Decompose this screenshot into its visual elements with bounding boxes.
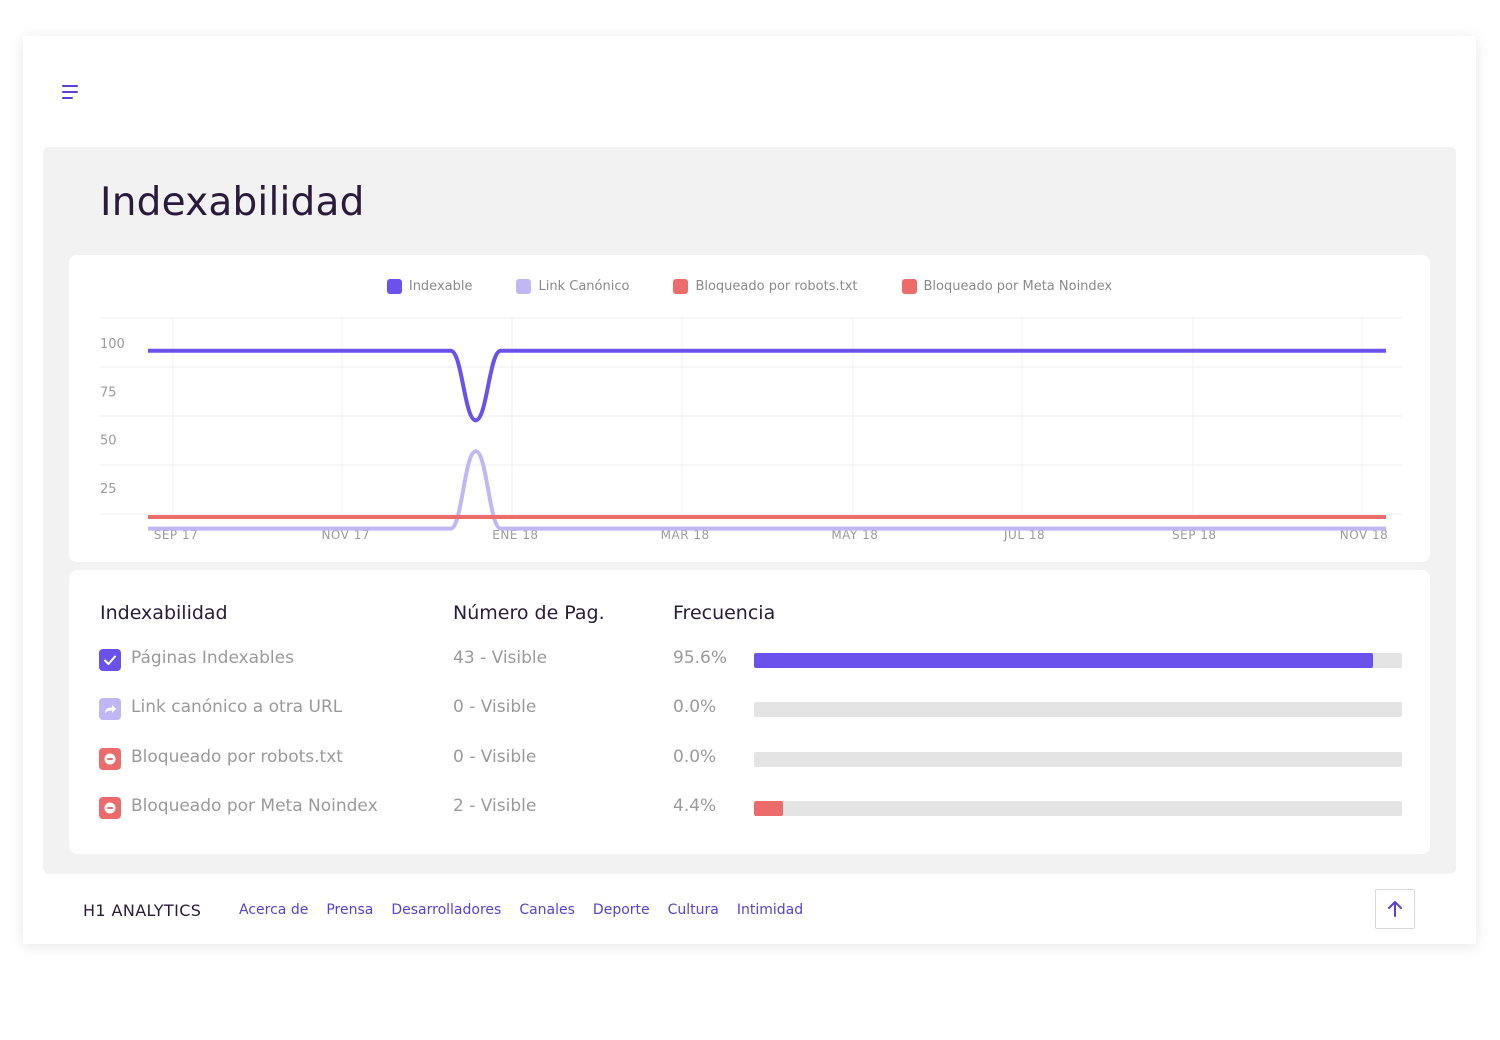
row-percentage: 95.6% [673,648,728,668]
table-row: Páginas Indexables 43 - Visible 95.6% [69,646,1430,674]
x-tick-label: NOV 17 [321,528,370,542]
line-chart: 25 50 75 100 SEP 17 NOV 17 ENE 18 MAR 18 MAY 18 J… [100,317,1402,542]
footer-link-deporte[interactable]: Deporte [592,902,650,918]
indexability-table: Indexabilidad Número de Pag. Frecuencia … [69,570,1430,854]
table-row: Bloqueado por robots.txt 0 - Visible 0.0… [69,745,1430,773]
blocked-icon [99,748,121,770]
table-row: Bloqueado por Meta Noindex 2 - Visible 4… [69,794,1430,822]
footer: H1 ANALYTICS Acerca de Prensa Desarrolla… [23,874,1476,944]
frequency-bar [754,653,1402,668]
chart-card: Indexable Link Canónico Bloqueado por ro… [69,255,1430,562]
footer-link-canales[interactable]: Canales [519,902,575,918]
frequency-bar-fill [754,653,1374,668]
hamburger-menu-icon [62,85,78,99]
y-tick-label: 100 [100,337,125,352]
back-to-top-button[interactable] [1375,889,1415,929]
legend-label: Indexable [408,279,473,294]
footer-link-acerca[interactable]: Acerca de [239,902,309,918]
frequency-bar [754,702,1402,717]
legend-swatch [901,279,917,294]
legend-item-canonico[interactable]: Link Canónico [516,279,629,294]
x-tick-label: JUL 18 [1003,528,1045,542]
x-tick-label: ENE 18 [492,528,538,542]
row-count: 0 - Visible [453,697,537,717]
footer-link-cultura[interactable]: Cultura [667,902,719,918]
y-tick-label: 75 [100,385,117,400]
row-percentage: 4.4% [673,796,717,816]
footer-link-intimidad[interactable]: Intimidad [736,902,804,918]
page-title: Indexabilidad [100,180,365,225]
series-line [148,348,1386,423]
legend-item-indexable[interactable]: Indexable [386,279,473,294]
legend-item-robots[interactable]: Bloqueado por robots.txt [673,279,858,294]
check-icon[interactable] [99,649,121,671]
column-header-frecuencia: Frecuencia [673,602,776,624]
row-label: Bloqueado por robots.txt [131,747,343,767]
footer-nav: Acerca de Prensa Desarrolladores Canales… [239,902,803,918]
hamburger-menu-button[interactable] [61,83,81,101]
y-tick-label: 25 [100,482,117,497]
legend-item-noindex[interactable]: Bloqueado por Meta Noindex [901,279,1113,294]
footer-link-prensa[interactable]: Prensa [326,902,374,918]
legend-swatch [386,279,402,294]
row-percentage: 0.0% [673,747,717,767]
footer-brand: H1 ANALYTICS [83,901,202,920]
legend-label: Link Canónico [538,279,630,294]
legend-swatch [516,279,532,294]
x-tick-label: MAR 18 [661,528,710,542]
table-row: Link canónico a otra URL 0 - Visible 0.0… [69,695,1430,723]
arrow-up-icon [1388,901,1402,917]
legend-label: Bloqueado por Meta Noindex [923,279,1113,294]
row-count: 43 - Visible [453,648,548,668]
column-header-indexabilidad: Indexabilidad [100,602,228,624]
row-percentage: 0.0% [673,697,717,717]
app-window: Indexabilidad Indexable Link Canónico Bl… [23,36,1476,944]
row-label: Link canónico a otra URL [131,697,343,717]
legend-swatch [673,279,689,294]
row-label: Bloqueado por Meta Noindex [131,796,378,816]
blocked-icon [99,797,121,819]
x-tick-label: SEP 17 [154,528,199,542]
row-count: 0 - Visible [453,747,537,767]
frequency-bar [754,801,1402,816]
chart-legend: Indexable Link Canónico Bloqueado por ro… [69,279,1430,294]
frequency-bar [754,752,1402,767]
x-tick-label: MAY 18 [831,528,878,542]
frequency-bar-fill [754,801,783,816]
row-label: Páginas Indexables [131,648,294,668]
y-tick-label: 50 [100,434,117,449]
x-tick-label: SEP 18 [1172,528,1217,542]
row-count: 2 - Visible [453,796,537,816]
footer-link-desarrolladores[interactable]: Desarrolladores [391,902,502,918]
column-header-numero: Número de Pag. [453,602,605,624]
x-tick-label: NOV 18 [1340,528,1389,542]
legend-label: Bloqueado por robots.txt [695,279,858,294]
main-panel: Indexabilidad Indexable Link Canónico Bl… [43,147,1456,874]
redirect-arrow-icon [99,698,121,720]
